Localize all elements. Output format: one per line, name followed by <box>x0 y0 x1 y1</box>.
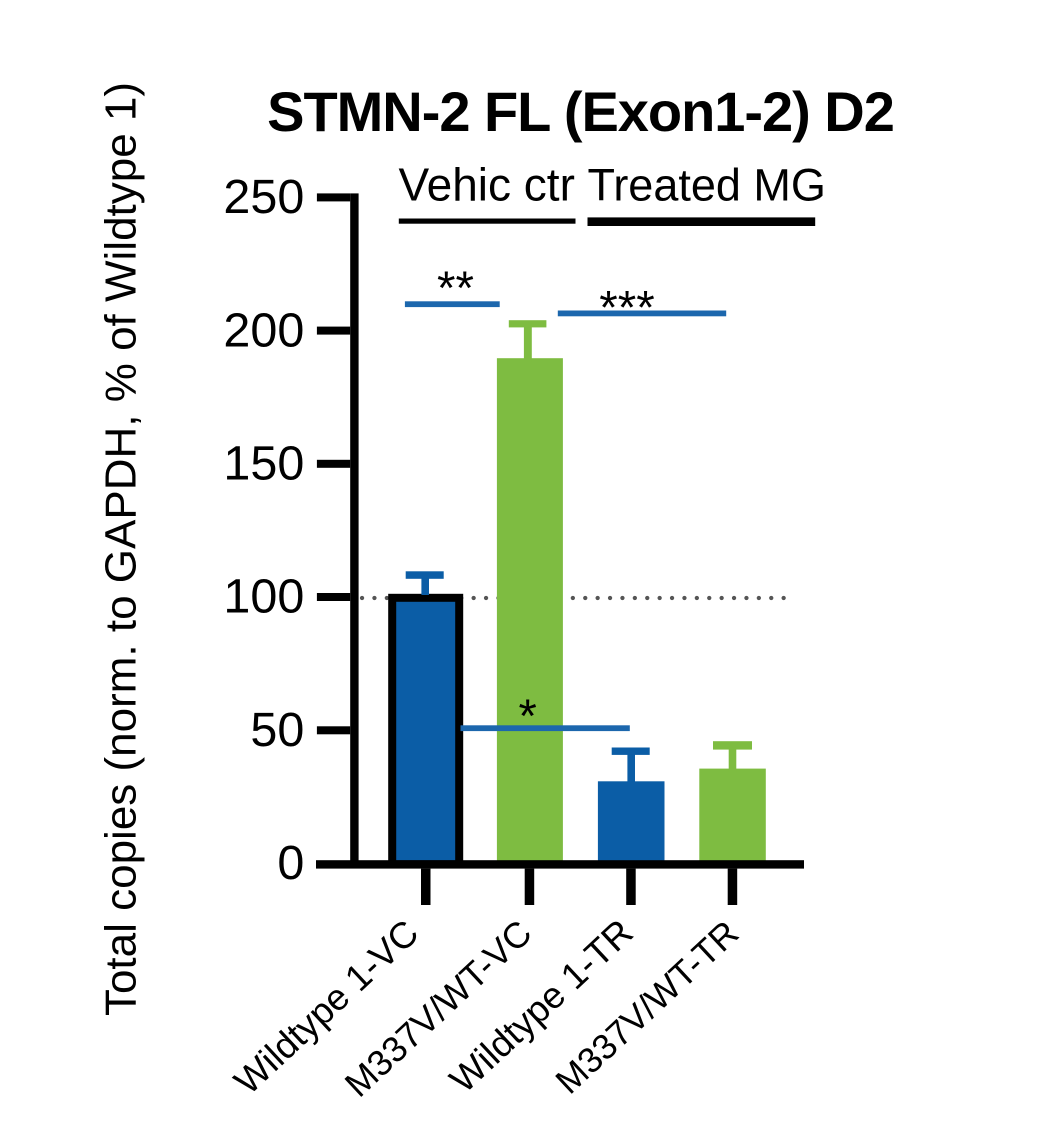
svg-text:250: 250 <box>223 170 304 224</box>
svg-text:200: 200 <box>223 303 304 357</box>
svg-text:150: 150 <box>223 437 304 491</box>
svg-text:Treated MG: Treated MG <box>588 160 826 211</box>
svg-text:***: *** <box>599 282 654 335</box>
svg-text:Total copies (norm. to GAPDH,: Total copies (norm. to GAPDH, % of Wildt… <box>97 82 146 1016</box>
svg-text:50: 50 <box>250 703 304 757</box>
svg-text:*: * <box>519 689 537 742</box>
svg-text:0: 0 <box>277 836 304 890</box>
svg-text:100: 100 <box>223 570 304 624</box>
svg-text:STMN-2 FL (Exon1-2) D2: STMN-2 FL (Exon1-2) D2 <box>267 80 895 143</box>
svg-text:**: ** <box>437 262 474 315</box>
svg-text:Vehic ctr: Vehic ctr <box>399 159 575 211</box>
